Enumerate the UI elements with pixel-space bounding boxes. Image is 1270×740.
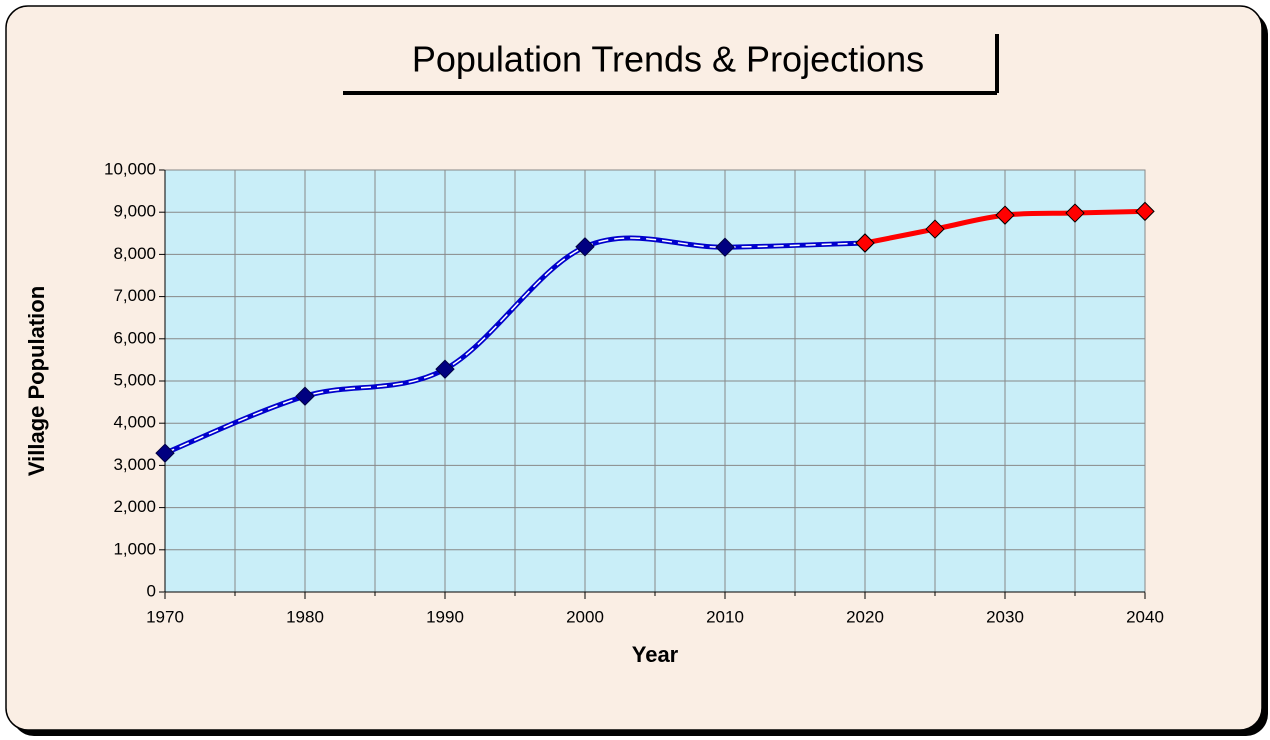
y-tick-label: 4,000 [113,413,156,432]
marker [1135,201,1155,222]
x-tick-label: 1990 [426,607,464,626]
x-tick-label: 2020 [846,607,884,626]
y-tick-label: 5,000 [113,370,156,389]
x-axis-title: Year [632,642,679,667]
marker [715,237,735,257]
title-box [341,32,995,90]
y-tick-label: 3,000 [113,455,156,474]
marker [575,237,595,257]
y-tick-label: 7,000 [113,286,156,305]
y-tick-label: 10,000 [104,159,156,178]
marker [155,443,175,463]
y-axis-title: Village Population [24,286,49,476]
y-tick-label: 6,000 [113,328,156,347]
marker [925,219,945,239]
marker [295,386,315,406]
x-tick-label: 1970 [146,607,184,626]
x-tick-label: 2030 [986,607,1024,626]
y-tick-label: 8,000 [113,244,156,263]
marker [435,359,455,379]
marker [855,233,875,253]
x-tick-label: 2040 [1126,607,1164,626]
marker [1065,203,1085,223]
x-tick-label: 2000 [566,607,604,626]
y-tick-label: 2,000 [113,497,156,516]
y-tick-label: 0 [147,581,156,600]
x-tick-label: 1980 [286,607,324,626]
x-tick-label: 2010 [706,607,744,626]
y-tick-label: 9,000 [113,202,156,221]
marker [995,205,1015,225]
y-tick-label: 1,000 [113,539,156,558]
plot-layer: 0 1,000 2,000 3,000 4,000 5,000 6,000 7,000 8,00… [104,159,1164,626]
chart-title: Population Trends & Projections [412,39,924,80]
